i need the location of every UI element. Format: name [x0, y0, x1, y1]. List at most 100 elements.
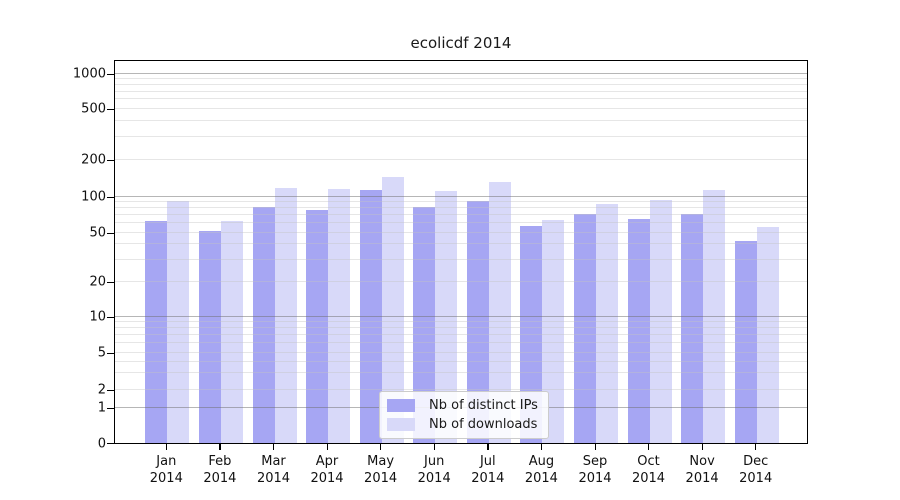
gridline-major-10	[115, 315, 807, 317]
gridline-minor-4	[115, 360, 807, 362]
x-tick-nov	[701, 443, 703, 450]
gridline-minor-30	[115, 258, 807, 260]
bar-downloads-sep	[596, 204, 618, 443]
x-tick-label-mar: Mar 2014	[244, 453, 304, 488]
legend-item-downloads: Nb of downloads	[387, 417, 538, 432]
x-tick-year-jul: 2014	[471, 471, 505, 487]
gridline-minor-200	[115, 158, 807, 160]
x-tick-year-dec: 2014	[739, 471, 773, 487]
y-tick-label-100: 100	[81, 189, 106, 205]
gridline-minor-900	[115, 77, 807, 79]
x-tick-label-feb: Feb 2014	[190, 453, 250, 488]
bar-downloads-aug	[542, 219, 565, 443]
x-tick-label-jun: Jun 2014	[404, 453, 464, 488]
bar-distinct-ips-jun	[413, 207, 436, 443]
gridline-minor-8	[115, 327, 807, 329]
gridline-minor-400	[115, 119, 807, 121]
bar-distinct-ips-sep	[574, 214, 596, 443]
x-tick-label-jan: Jan 2014	[136, 453, 196, 488]
legend-item-distinct-ips: Nb of distinct IPs	[387, 398, 538, 413]
x-tick-label-apr: Apr 2014	[297, 453, 357, 488]
bar-distinct-ips-feb	[198, 230, 221, 443]
x-tick-label-aug: Aug 2014	[511, 453, 571, 488]
bar-distinct-ips-jul	[466, 200, 489, 443]
bar-downloads-jun	[435, 190, 458, 443]
gridline-minor-2	[115, 388, 807, 390]
x-tick-dec	[755, 443, 757, 450]
x-tick-year-mar: 2014	[256, 471, 291, 487]
y-tick-2	[107, 389, 114, 391]
y-tick-0	[107, 443, 114, 445]
gridline-major-1000	[115, 72, 807, 74]
bar-downloads-jul	[488, 181, 511, 443]
gridline-minor-70	[115, 214, 807, 215]
x-tick-sep	[594, 443, 596, 450]
gridline-minor-500	[115, 107, 807, 109]
x-tick-jun	[433, 443, 435, 450]
bar-distinct-ips-oct	[627, 218, 650, 443]
x-tick-label-oct: Oct 2014	[619, 453, 679, 488]
y-tick-20	[107, 281, 114, 283]
bar-downloads-oct	[649, 200, 672, 443]
x-tick-may	[380, 443, 382, 450]
bar-distinct-ips-mar	[252, 206, 275, 443]
legend: Nb of distinct IPs Nb of downloads	[379, 391, 549, 439]
y-tick-10	[107, 316, 114, 318]
gridline-minor-5	[115, 351, 807, 353]
x-tick-label-may: May 2014	[351, 453, 411, 488]
y-tick-label-5: 5	[97, 345, 106, 361]
y-tick-500	[107, 108, 114, 110]
gridline-minor-60	[115, 222, 807, 223]
y-tick-100	[107, 196, 114, 198]
gridline-minor-300	[115, 135, 807, 137]
y-tick-label-200: 200	[81, 152, 106, 168]
y-tick-1	[107, 407, 114, 409]
y-tick-1000	[107, 73, 114, 75]
bar-distinct-ips-apr	[306, 210, 328, 443]
gridline-minor-600	[115, 98, 807, 100]
x-tick-year-oct: 2014	[631, 471, 666, 487]
x-tick-year-nov: 2014	[685, 471, 719, 487]
gridline-minor-700	[115, 90, 807, 92]
bar-downloads-feb	[220, 220, 243, 443]
x-tick-year-sep: 2014	[578, 471, 612, 487]
gridline-minor-800	[115, 83, 807, 85]
x-tick-mar	[273, 443, 275, 450]
y-tick-200	[107, 159, 114, 161]
x-tick-jan	[165, 443, 168, 450]
legend-label-distinct-ips: Nb of distinct IPs	[429, 398, 538, 413]
bar-downloads-mar	[274, 187, 297, 443]
bar-distinct-ips-may	[359, 190, 382, 443]
x-tick-year-apr: 2014	[310, 471, 344, 487]
y-tick-label-0: 0	[97, 436, 106, 451]
y-tick-label-500: 500	[81, 101, 106, 117]
legend-swatch-distinct-ips	[387, 399, 415, 412]
x-tick-year-feb: 2014	[203, 471, 237, 487]
gridline-minor-9	[115, 321, 807, 322]
bar-downloads-nov	[703, 190, 726, 443]
y-tick-label-10: 10	[89, 309, 106, 325]
gridline-minor-3	[115, 372, 807, 374]
bar-distinct-ips-jan	[145, 220, 168, 443]
x-tick-feb	[219, 443, 221, 450]
x-tick-label-nov: Nov 2014	[672, 453, 732, 488]
y-tick-5	[107, 352, 114, 354]
x-tick-year-may: 2014	[364, 471, 398, 487]
y-tick-label-1000: 1000	[72, 66, 106, 82]
gridline-minor-40	[115, 243, 807, 245]
y-tick-50	[107, 232, 114, 234]
gridline-minor-80	[115, 207, 807, 209]
bar-downloads-may	[381, 176, 404, 443]
y-tick-label-2: 2	[97, 382, 106, 398]
gridline-major-100	[115, 195, 807, 197]
x-tick-jul	[487, 443, 489, 450]
legend-label-downloads: Nb of downloads	[429, 417, 538, 432]
gridline-minor-7	[115, 334, 807, 335]
plot-area: Nb of distinct IPs Nb of downloads	[114, 60, 808, 444]
x-tick-aug	[540, 443, 543, 450]
y-tick-label-50: 50	[89, 225, 106, 241]
y-tick-label-1: 1	[97, 400, 106, 416]
y-tick-label-20: 20	[89, 274, 106, 290]
gridline-minor-50	[115, 231, 807, 233]
gridline-minor-90	[115, 201, 807, 202]
